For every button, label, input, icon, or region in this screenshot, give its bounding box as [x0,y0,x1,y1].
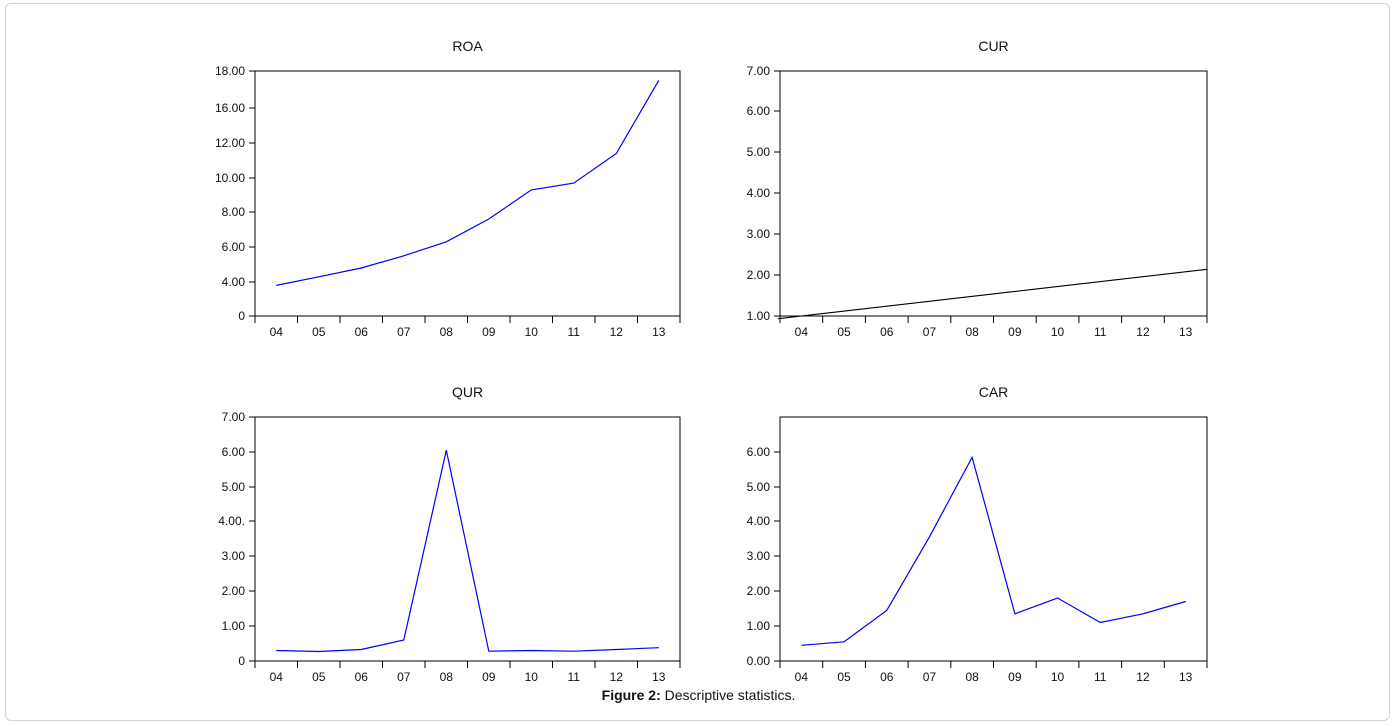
car-xtick-label: 11 [1094,670,1107,684]
cur-xtick-label: 10 [1051,325,1065,339]
qur-xtick-label: 08 [440,670,454,684]
qur-plot-frame [254,416,681,662]
qur-xtick-label: 13 [652,670,666,684]
car-xtick-label: 04 [795,670,809,684]
cur-plot-frame [779,70,1208,317]
car-xtick-label: 08 [965,670,979,684]
car-ytick-label: 5.00 [747,480,771,494]
roa-ytick-label: 18.00 [215,64,245,78]
figure-frame [5,3,1390,721]
roa-ytick-label: 10.00 [215,171,245,185]
qur-xtick-label: 09 [482,670,496,684]
cur-series-line [777,268,1208,320]
cur-ytick-label: 2.00 [747,268,771,282]
cur-xtick-label: 08 [965,325,979,339]
car-xtick-label: 05 [837,670,851,684]
qur-ytick-label: 1.00 [222,619,246,633]
qur-xtick-label: 04 [270,670,284,684]
qur-ytick-label: 0 [238,654,245,668]
cur-xtick-label: 09 [1008,325,1022,339]
roa-series-line [276,79,660,286]
qur-ytick-label: 4.00. [218,514,245,528]
cur-xtick-label: 04 [795,325,809,339]
qur-title: QUR [452,384,483,400]
roa-ytick-label: 6.00 [222,240,246,254]
qur-ytick-label: 3.00 [222,549,246,563]
roa-xtick-label: 10 [525,325,539,339]
car-ytick-label: 6.00 [747,445,771,459]
cur-ytick-label: 6.00 [747,104,771,118]
car-plot-frame [779,416,1208,662]
car-ytick-label: 3.00 [747,549,771,563]
car-xtick-label: 09 [1008,670,1022,684]
cur-xtick-label: 07 [923,325,937,339]
qur-ytick-label: 5.00 [222,480,246,494]
cur-xtick-label: 12 [1136,325,1150,339]
caption-label: Figure 2: [601,687,661,703]
qur-ytick-label: 2.00 [222,584,246,598]
car-title: CAR [979,384,1009,400]
roa-plot-frame [254,70,681,317]
car-xtick-label: 07 [923,670,937,684]
qur-xtick-label: 10 [525,670,539,684]
cur-ytick-label: 1.00 [747,309,771,323]
roa-xtick-label: 08 [440,325,454,339]
roa-xtick-label: 09 [482,325,496,339]
cur-xtick-label: 11 [1094,325,1107,339]
qur-xtick-label: 11 [568,670,581,684]
qur-ytick-label: 6.00 [222,445,246,459]
cur-xtick-label: 06 [880,325,894,339]
cur-xtick-label: 05 [837,325,851,339]
cur-ytick-label: 3.00 [747,227,771,241]
car-ytick-label: 1.00 [747,619,771,633]
roa-xtick-label: 04 [270,325,284,339]
roa-title: ROA [452,38,483,54]
cur-xtick-label: 13 [1179,325,1193,339]
car-ytick-label: 0.00 [747,654,771,668]
qur-ytick-label: 7.00 [222,410,246,424]
car-ytick-label: 4.00 [747,514,771,528]
cur-title: CUR [978,38,1008,54]
car-xtick-label: 10 [1051,670,1065,684]
cur-ytick-label: 4.00 [747,186,771,200]
roa-xtick-label: 11 [568,325,581,339]
qur-xtick-label: 12 [610,670,624,684]
roa-ytick-label: 0 [238,309,245,323]
roa-ytick-label: 16.00 [215,101,245,115]
roa-xtick-label: 06 [355,325,369,339]
roa-xtick-label: 13 [652,325,666,339]
roa-xtick-label: 07 [397,325,411,339]
car-xtick-label: 13 [1179,670,1193,684]
car-xtick-label: 12 [1136,670,1150,684]
qur-xtick-label: 07 [397,670,411,684]
qur-xtick-label: 06 [355,670,369,684]
cur-ytick-label: 7.00 [747,64,771,78]
roa-ytick-label: 4.00 [222,275,246,289]
car-xtick-label: 06 [880,670,894,684]
qur-xtick-label: 05 [312,670,326,684]
car-series-line [801,455,1186,646]
roa-xtick-label: 12 [610,325,624,339]
roa-xtick-label: 05 [312,325,326,339]
figure-caption: Figure 2: Descriptive statistics. [0,687,1397,703]
cur-ytick-label: 5.00 [747,145,771,159]
qur-series-line [276,450,659,653]
roa-ytick-label: 12.00 [215,136,245,150]
caption-text: Descriptive statistics. [660,687,796,703]
car-ytick-label: 2.00 [747,584,771,598]
roa-ytick-label: 8.00 [222,205,246,219]
